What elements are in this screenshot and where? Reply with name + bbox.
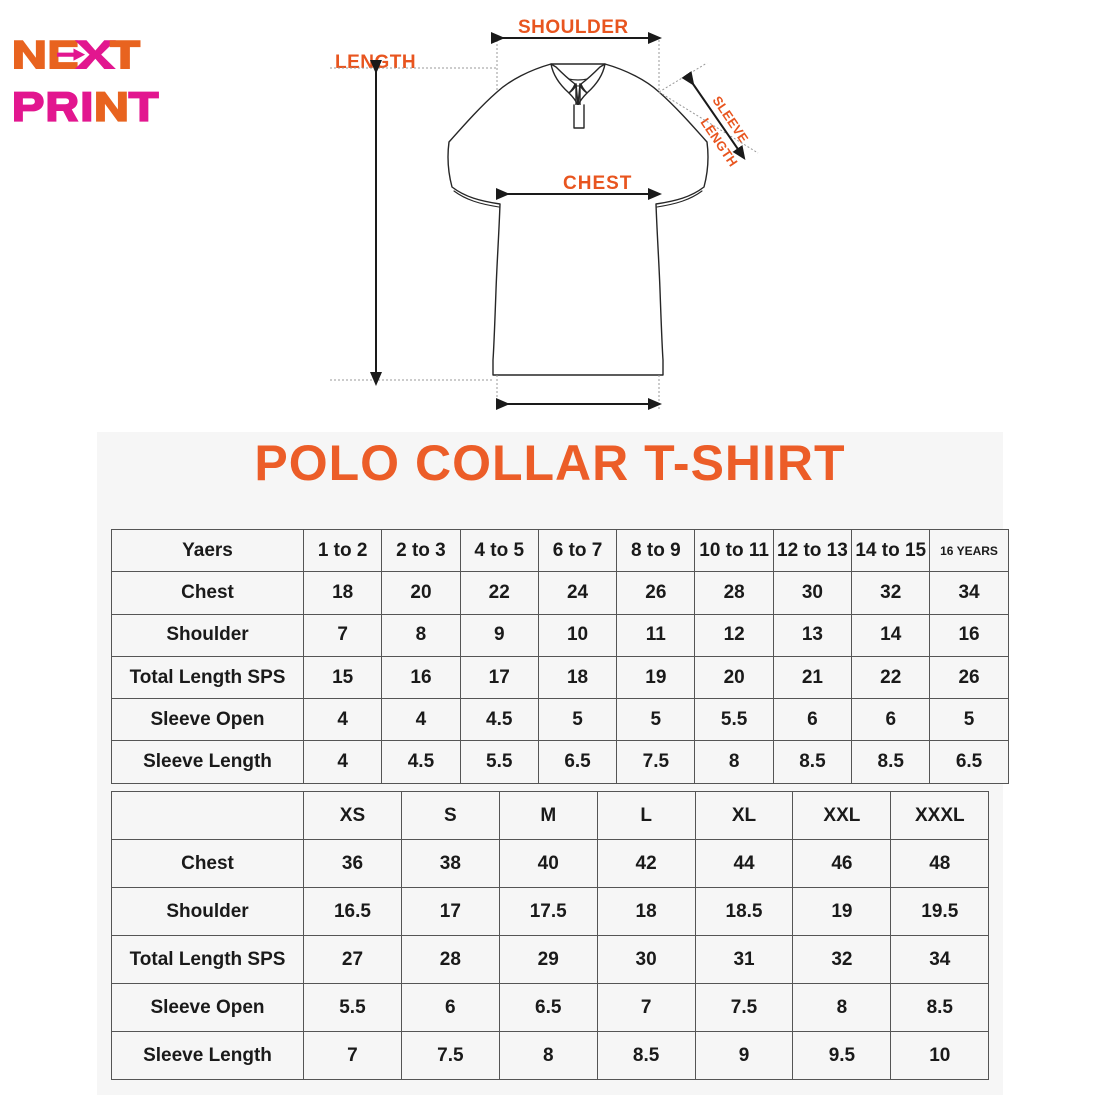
svg-text:CHEST: CHEST	[563, 173, 632, 194]
svg-text:SHOULDER: SHOULDER	[518, 17, 629, 38]
